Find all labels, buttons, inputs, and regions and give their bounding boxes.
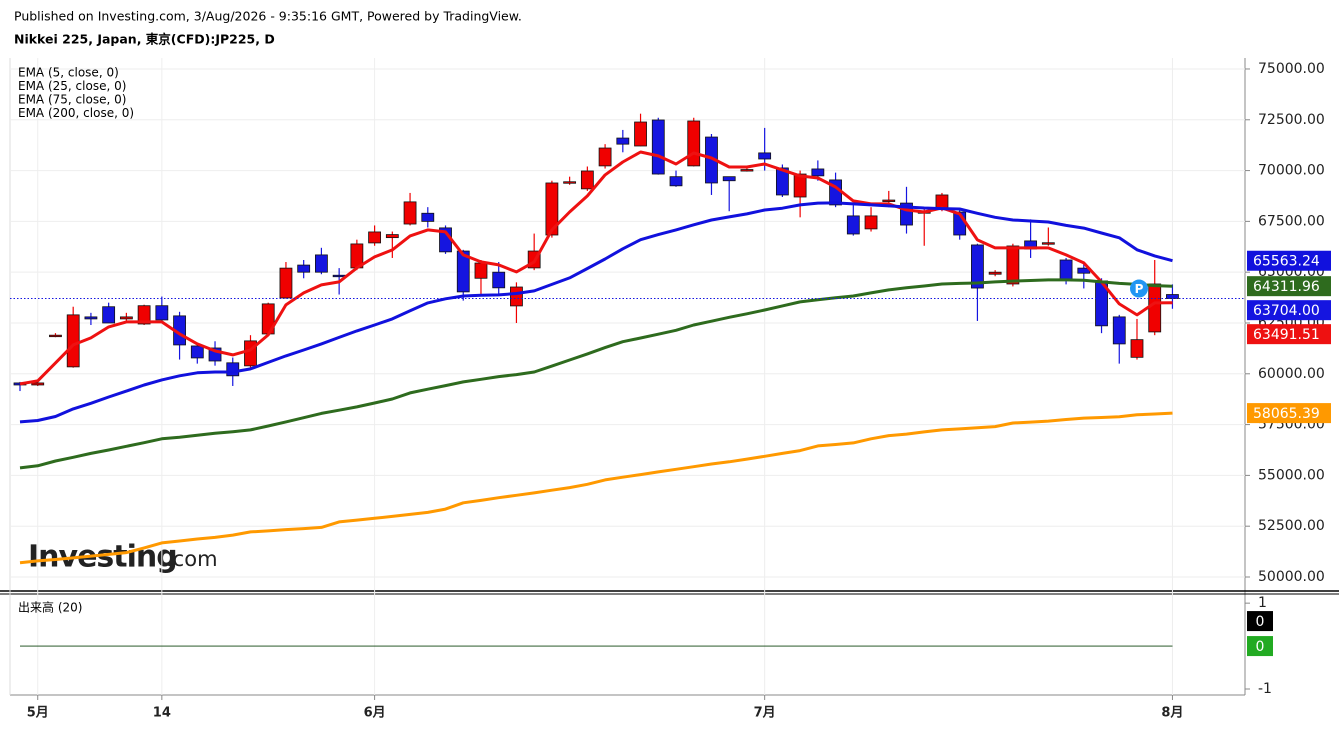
symbol-title: Nikkei 225, Japan, 東京(CFD):JP225, D bbox=[14, 32, 275, 47]
candle-body bbox=[84, 316, 98, 320]
price-label-box bbox=[1247, 324, 1331, 345]
ema-line bbox=[19, 411, 1173, 565]
candle-body bbox=[598, 147, 612, 167]
y-tick-label: 72500.00 bbox=[1258, 112, 1325, 128]
candle-body bbox=[563, 181, 577, 184]
volume-label-box bbox=[1247, 611, 1273, 632]
candle-body bbox=[1112, 316, 1126, 345]
candle-body bbox=[988, 271, 1002, 275]
candle-body bbox=[385, 234, 399, 239]
candle-body bbox=[758, 152, 772, 160]
price-label: 65563.24 bbox=[1253, 254, 1320, 270]
candle-body bbox=[492, 271, 506, 289]
logo-suffix: .com bbox=[166, 547, 218, 571]
candle-body bbox=[740, 169, 754, 172]
price-label: 64311.96 bbox=[1253, 279, 1320, 295]
marker-icon bbox=[1129, 279, 1148, 298]
y-tick-label: 52500.00 bbox=[1258, 518, 1325, 534]
candle-body bbox=[403, 201, 417, 225]
legend-entry: EMA (200, close, 0) bbox=[18, 106, 134, 120]
ema-line bbox=[19, 201, 1173, 424]
candle-body bbox=[66, 314, 80, 368]
price-label: 63704.00 bbox=[1253, 303, 1320, 319]
candle-body bbox=[510, 286, 523, 307]
x-tick-label: 5月 bbox=[27, 706, 49, 721]
candle-body bbox=[882, 199, 896, 202]
ema-line bbox=[19, 150, 1173, 386]
candle-body bbox=[580, 170, 594, 190]
candle-body bbox=[137, 305, 151, 325]
legend-entry: EMA (75, close, 0) bbox=[18, 93, 126, 107]
grid bbox=[10, 58, 1245, 695]
price-label: 58065.39 bbox=[1253, 406, 1320, 422]
candle-body bbox=[1130, 339, 1144, 358]
candle-body bbox=[687, 120, 701, 167]
y-tick-label: 50000.00 bbox=[1258, 569, 1325, 585]
volume-label-box bbox=[1247, 636, 1273, 657]
price-label-box bbox=[1247, 276, 1331, 297]
candle-body bbox=[793, 173, 807, 198]
price-label-box bbox=[1247, 403, 1331, 424]
candle-body bbox=[864, 215, 878, 230]
x-tick-label: 6月 bbox=[364, 706, 386, 721]
candle-body bbox=[368, 231, 382, 244]
candle-body bbox=[1006, 245, 1020, 285]
candle-body bbox=[971, 244, 984, 289]
candle-body bbox=[634, 121, 647, 147]
candle-body bbox=[190, 345, 204, 359]
published-note: Published on Investing.com, 3/Aug/2026 -… bbox=[14, 9, 522, 24]
price-label-box bbox=[1247, 300, 1331, 321]
y-tick-label: 55000.00 bbox=[1258, 467, 1325, 483]
candle-body bbox=[155, 305, 169, 321]
candle-body bbox=[456, 250, 470, 293]
price-label-box bbox=[1247, 250, 1331, 271]
marker-label: P bbox=[1135, 282, 1144, 296]
candle-body bbox=[226, 362, 240, 377]
y-tick-label: 67500.00 bbox=[1258, 213, 1325, 229]
x-tick-label: 7月 bbox=[754, 706, 776, 721]
candle-body bbox=[1166, 294, 1179, 299]
candle-body bbox=[119, 316, 133, 320]
price-label: 63491.51 bbox=[1253, 327, 1320, 343]
candle-body bbox=[279, 267, 293, 299]
y-tick-label: 60000.00 bbox=[1258, 366, 1325, 382]
candle-body bbox=[474, 262, 488, 279]
x-tick-label: 14 bbox=[153, 706, 171, 721]
volume-legend: 出来高 (20) bbox=[18, 600, 82, 615]
y-tick-label: -1 bbox=[1258, 681, 1272, 697]
y-tick-label: 1 bbox=[1258, 595, 1267, 611]
volume-label: 0 bbox=[1256, 614, 1265, 630]
candle-body bbox=[332, 274, 346, 278]
candle-body bbox=[846, 215, 860, 235]
candle-body bbox=[651, 119, 665, 175]
x-tick-label: 8月 bbox=[1161, 706, 1183, 721]
candle-body bbox=[811, 168, 825, 177]
legend-entry: EMA (25, close, 0) bbox=[18, 79, 126, 93]
candle-body bbox=[102, 306, 116, 324]
volume-label: 0 bbox=[1256, 639, 1265, 655]
candle-body bbox=[1041, 242, 1055, 245]
candle-body bbox=[297, 264, 311, 273]
candle-body bbox=[1148, 283, 1162, 333]
legend-entry: EMA (5, close, 0) bbox=[18, 66, 119, 80]
candle-body bbox=[616, 137, 630, 145]
candle-body bbox=[722, 176, 736, 182]
ema-line bbox=[19, 278, 1173, 470]
candle-body bbox=[315, 254, 328, 273]
candle-body bbox=[545, 182, 559, 236]
candle-body bbox=[421, 212, 435, 222]
candle-body bbox=[775, 167, 789, 196]
candle-body bbox=[31, 382, 45, 386]
candle-body bbox=[669, 176, 683, 187]
y-tick-label: 75000.00 bbox=[1258, 61, 1325, 77]
candle-body bbox=[49, 334, 62, 338]
candle-body bbox=[1059, 259, 1073, 281]
y-tick-label: 70000.00 bbox=[1258, 163, 1325, 179]
